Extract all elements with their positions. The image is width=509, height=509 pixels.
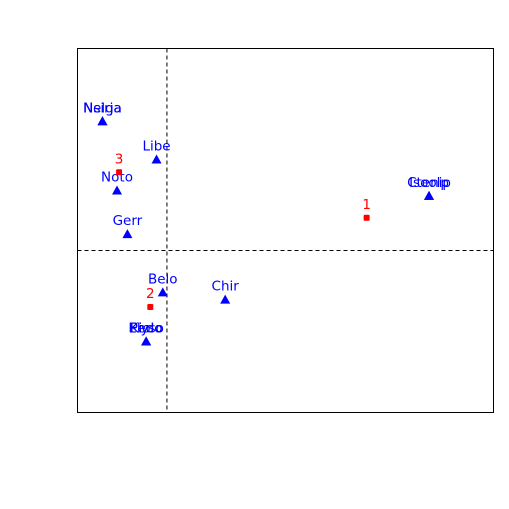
species-label-gerr: Gerr <box>113 213 143 229</box>
species-label-nelga: Nelga <box>83 100 122 116</box>
species-label-belo: Belo <box>148 271 178 287</box>
site-point-2 <box>147 303 154 310</box>
species-label-libe: Libe <box>142 139 170 155</box>
species-label-nsirja: Nsirja <box>83 100 121 116</box>
species-point-belo <box>157 287 168 297</box>
site-point-1 <box>363 214 370 221</box>
species-label-noto: Noto <box>101 169 133 185</box>
plot-frame <box>77 48 494 413</box>
species-point-chir <box>220 294 231 304</box>
species-point-libe <box>151 154 162 164</box>
species-point-pedo <box>141 336 152 346</box>
site-label-3: 3 <box>115 151 124 167</box>
species-point-gerr <box>122 229 133 239</box>
species-point-nsirja <box>97 116 108 126</box>
species-label-ctenip: Ctenip <box>407 175 451 191</box>
site-label-1: 1 <box>362 197 371 213</box>
species-label-isoolp: Isoolp <box>409 175 449 191</box>
species-point-isoolp <box>424 190 435 200</box>
species-label-kiolo: Kiolo <box>130 321 163 337</box>
species-label-pedo: Pedo <box>130 321 163 337</box>
site-label-2: 2 <box>146 286 155 302</box>
site-point-3 <box>116 169 123 176</box>
species-point-noto <box>112 185 123 195</box>
species-label-chir: Chir <box>212 279 240 295</box>
species-label-elyso: Elyso <box>128 321 164 337</box>
